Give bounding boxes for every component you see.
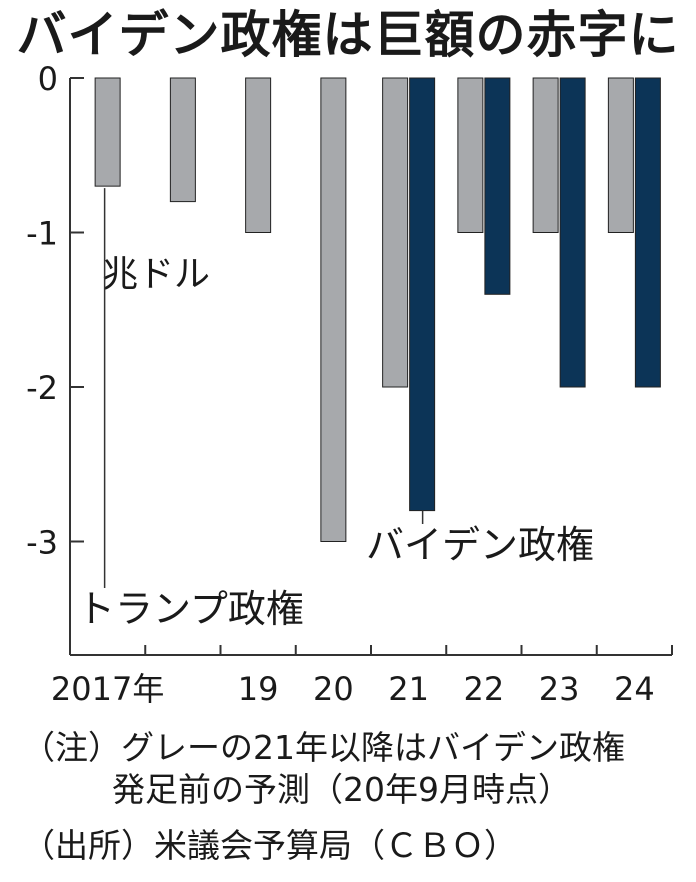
trump-bar [169, 77, 196, 203]
x-tick-label: 24 [614, 670, 655, 708]
source-note: （出所）米議会予算局（ＣＢＯ） [22, 826, 517, 865]
y-tick-label: -3 [26, 524, 58, 562]
x-tick-label: 20 [313, 670, 354, 708]
unit-label: 兆ドル [102, 254, 210, 295]
biden-series-label: バイデン政権 [366, 523, 594, 567]
trump-bar [245, 77, 272, 233]
y-tick-label: -1 [26, 215, 58, 253]
chart-title: バイデン政権は巨額の赤字に [16, 6, 680, 64]
trump-bar [94, 77, 121, 187]
trump-bar [457, 77, 484, 233]
trump-bar [607, 77, 634, 233]
biden-bar [634, 77, 661, 388]
biden-bar [559, 77, 586, 388]
trump-bar [320, 77, 347, 542]
trump-bar [382, 77, 409, 388]
note-line-2: 発足前の予測（20年9月時点） [112, 770, 571, 809]
biden-bar [409, 77, 436, 512]
y-tick-label: 0 [38, 60, 58, 98]
note-line-1: （注）グレーの21年以降はバイデン政権 [22, 728, 625, 767]
x-tick-label: 22 [464, 670, 505, 708]
x-tick-label: 21 [388, 670, 429, 708]
x-tick-label: 2017年 [51, 670, 164, 708]
biden-bar [484, 77, 511, 295]
y-tick-label: -2 [26, 369, 58, 407]
trump-series-label: トランプ政権 [77, 587, 304, 631]
x-tick-label: 19 [238, 670, 279, 708]
trump-bar [532, 77, 559, 233]
x-tick-label: 23 [539, 670, 580, 708]
